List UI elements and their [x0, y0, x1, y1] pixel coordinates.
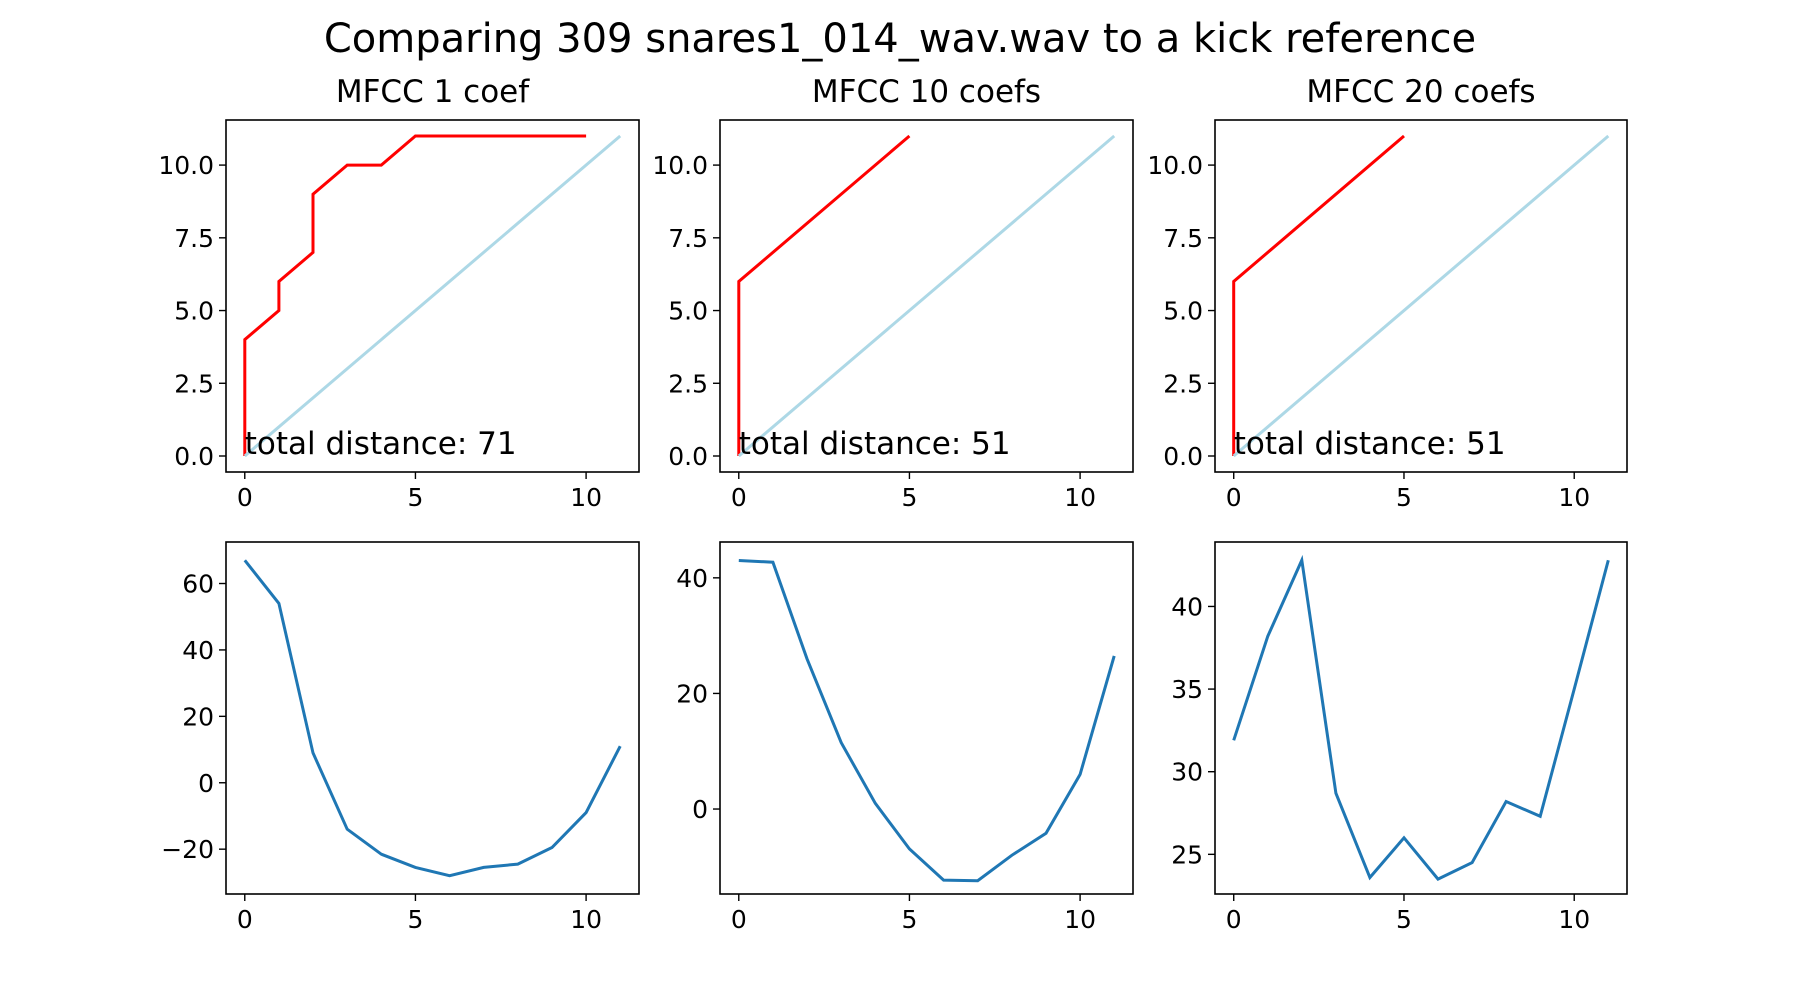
y-tick-label: 0.0 — [1163, 442, 1203, 471]
panel-bottom-left: 0 5 10 −20 0 20 40 60 — [161, 541, 640, 934]
x-tick-label: 10 — [1558, 483, 1590, 512]
y-tick-label: 7.5 — [668, 224, 708, 253]
x-tick-label: 10 — [570, 483, 602, 512]
x-tick-label: 5 — [407, 905, 423, 934]
y-tick-label: 0 — [692, 795, 708, 824]
y-tick-label: 40 — [182, 636, 214, 665]
x-tick-label: 10 — [1064, 905, 1096, 934]
series-line-series — [243, 559, 622, 878]
axes-frame — [719, 541, 1134, 895]
y-tick-label: 7.5 — [174, 224, 214, 253]
series-line-series — [738, 559, 1116, 883]
y-tick-label: 40 — [1171, 592, 1203, 621]
panel-top-middle: 0 5 10 0.0 2.5 5.0 7.5 10.0 MFCC 10 coefs total d… — [652, 74, 1134, 512]
panel-title: MFCC 20 coefs — [1306, 74, 1535, 110]
series-line-series — [1232, 554, 1610, 881]
y-tick-label: 40 — [676, 564, 708, 593]
panel-top-left: 0 5 10 0.0 2.5 5.0 7.5 10.0 MFCC 1 coef total dis… — [158, 74, 640, 512]
panel-bottom-right: 0 5 10 25 30 35 40 — [1171, 541, 1628, 934]
y-tick-label: 60 — [182, 570, 214, 599]
x-tick-label: 0 — [731, 905, 747, 934]
x-tick-label: 5 — [1396, 905, 1412, 934]
panel-top-right: 0 5 10 0.0 2.5 5.0 7.5 10.0 MFCC 20 coefs total d… — [1147, 74, 1628, 512]
y-tick-label: 10.0 — [652, 151, 708, 180]
x-tick-label: 5 — [407, 483, 423, 512]
series-line-diagonal — [1232, 134, 1610, 458]
y-tick-label: 30 — [1171, 758, 1203, 787]
total-distance-label: total distance: 51 — [739, 426, 1011, 462]
y-tick-label: 0 — [198, 769, 214, 798]
y-tick-label: 20 — [676, 679, 708, 708]
x-tick-label: 0 — [1226, 483, 1242, 512]
total-distance-label: total distance: 51 — [1234, 426, 1506, 462]
y-tick-label: 0.0 — [174, 442, 214, 471]
y-tick-label: 35 — [1171, 675, 1203, 704]
y-tick-label: 2.5 — [668, 369, 708, 398]
x-tick-label: 0 — [731, 483, 747, 512]
x-tick-label: 0 — [237, 483, 253, 512]
y-tick-label: −20 — [161, 835, 214, 864]
y-tick-label: 2.5 — [1163, 369, 1203, 398]
x-tick-label: 5 — [901, 483, 917, 512]
x-tick-label: 10 — [570, 905, 602, 934]
y-tick-label: 5.0 — [668, 297, 708, 326]
x-tick-label: 5 — [901, 905, 917, 934]
series-line-path — [243, 134, 587, 456]
panel-bottom-middle: 0 5 10 0 20 40 — [676, 541, 1134, 934]
y-tick-label: 25 — [1171, 840, 1203, 869]
y-tick-label: 0.0 — [668, 442, 708, 471]
x-tick-label: 5 — [1396, 483, 1412, 512]
panels-group: 0 5 10 0.0 2.5 5.0 7.5 10.0 MFCC 1 coef total dis… — [158, 74, 1628, 934]
x-tick-label: 0 — [1226, 905, 1242, 934]
panel-title: MFCC 1 coef — [336, 74, 530, 110]
y-tick-label: 5.0 — [1163, 297, 1203, 326]
total-distance-label: total distance: 71 — [245, 426, 517, 462]
panel-title: MFCC 10 coefs — [812, 74, 1041, 110]
axes-frame — [225, 541, 640, 895]
series-line-diagonal — [243, 134, 622, 458]
x-tick-label: 0 — [237, 905, 253, 934]
y-tick-label: 2.5 — [174, 369, 214, 398]
y-tick-label: 10.0 — [158, 151, 214, 180]
y-tick-label: 5.0 — [174, 297, 214, 326]
figure-title: Comparing 309 snares1_014_wav.wav to a k… — [324, 16, 1476, 62]
y-tick-label: 10.0 — [1147, 151, 1203, 180]
x-tick-label: 10 — [1558, 905, 1590, 934]
y-tick-label: 7.5 — [1163, 224, 1203, 253]
x-tick-label: 10 — [1064, 483, 1096, 512]
series-line-diagonal — [737, 134, 1116, 458]
y-tick-label: 20 — [182, 702, 214, 731]
